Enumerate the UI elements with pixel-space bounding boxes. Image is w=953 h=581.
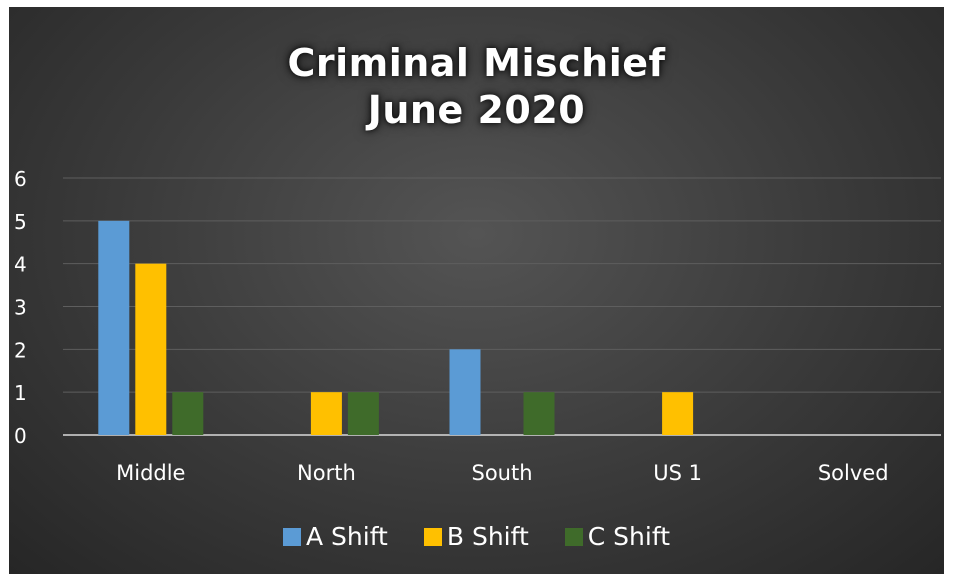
legend-label: A Shift [305, 522, 388, 551]
bar-c-shift [523, 392, 555, 435]
legend-item: A Shift [282, 522, 388, 552]
legend-label: B Shift [446, 522, 529, 551]
bar-a-shift [449, 349, 481, 435]
y-tick-label: 1 [14, 381, 27, 405]
bar-b-shift [135, 263, 167, 435]
chart-subtitle: June 2020 [367, 88, 586, 132]
legend-swatch [564, 528, 583, 546]
x-tick-label: US 1 [653, 461, 702, 485]
plot-area: 0 1 2 3 4 5 6 Middle North South US 1 Solved [14, 167, 941, 485]
y-tick-label: 0 [14, 424, 27, 448]
y-tick-label: 2 [14, 338, 27, 362]
chart-container: Criminal Mischief June 2020 0 1 2 3 4 5 6 Middl… [9, 7, 944, 574]
y-tick-label: 4 [14, 253, 27, 277]
y-tick-label: 5 [14, 210, 27, 234]
x-tick-label: South [471, 461, 532, 485]
x-tick-label: Middle [116, 461, 185, 485]
bar-c-shift [172, 392, 204, 435]
legend-item: C Shift [564, 522, 671, 552]
bar-a-shift [98, 220, 130, 435]
chart-title: Criminal Mischief [287, 41, 666, 85]
bar-b-shift [662, 392, 694, 435]
y-tick-label: 6 [14, 167, 27, 191]
bar-c-shift [347, 392, 379, 435]
legend-swatch [282, 528, 301, 546]
y-tick-label: 3 [14, 296, 27, 320]
x-tick-label: North [297, 461, 356, 485]
chart-legend: A Shift B Shift C Shift [9, 522, 944, 552]
x-tick-label: Solved [818, 461, 889, 485]
legend-swatch [423, 528, 442, 546]
bar-b-shift [310, 392, 342, 435]
legend-label: C Shift [587, 522, 671, 551]
legend-item: B Shift [423, 522, 529, 552]
